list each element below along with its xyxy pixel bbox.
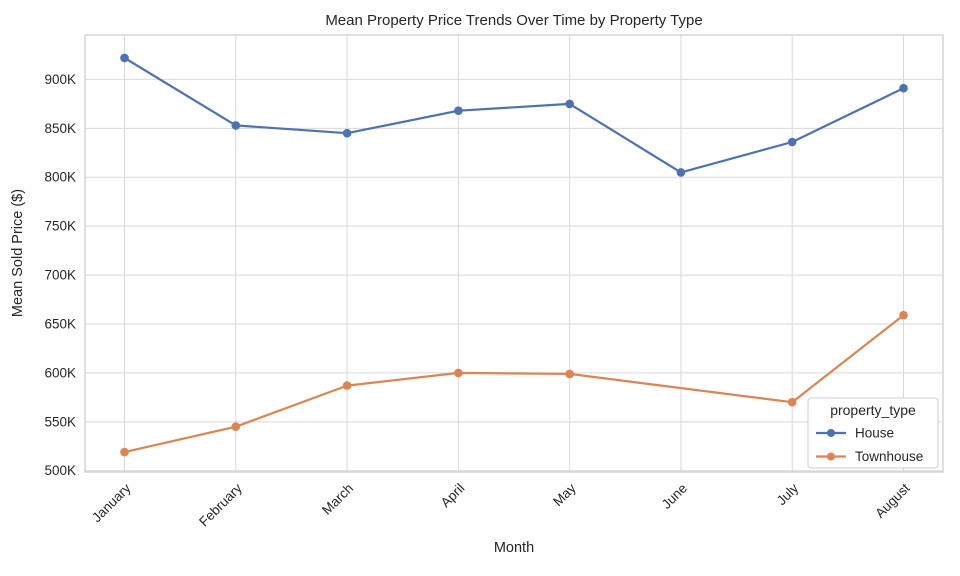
x-tick-label: May: [550, 480, 579, 509]
legend-box: [807, 397, 939, 469]
y-tick-label: 700K: [44, 268, 76, 283]
x-axis-label: Month: [494, 540, 534, 556]
x-tick-label: February: [196, 480, 245, 529]
data-point-townhouse: [120, 447, 129, 457]
legend-townhouse-marker-swatch: [827, 452, 835, 461]
data-point-townhouse: [565, 369, 574, 379]
data-series: [120, 53, 908, 457]
legend-entry-townhouse: Townhouse: [816, 449, 923, 464]
data-point-house: [565, 99, 574, 109]
data-point-house: [120, 53, 129, 63]
legend-entry-house: House: [816, 426, 894, 441]
y-tick-label: 800K: [44, 170, 76, 185]
chart-title: Mean Property Price Trends Over Time by …: [325, 12, 702, 29]
data-point-townhouse: [231, 422, 241, 432]
legend-house-label: House: [855, 426, 894, 441]
y-tick-label: 750K: [44, 219, 76, 234]
data-point-townhouse: [342, 381, 352, 390]
plot-frame: [84, 34, 944, 473]
grid-lines: [85, 35, 943, 472]
x-tick-label: June: [659, 481, 690, 512]
legend-house-marker-swatch: [827, 429, 835, 437]
x-tick-label: March: [319, 481, 356, 518]
data-point-house: [676, 168, 686, 177]
y-tick-label: 500K: [44, 463, 76, 478]
legend-townhouse-label: Townhouse: [855, 449, 923, 464]
data-point-house: [787, 137, 797, 147]
data-point-house: [342, 128, 352, 138]
y-tick-label: 600K: [44, 365, 76, 380]
data-point-house: [899, 83, 908, 93]
x-axis-ticks: January February March April May June July Augu…: [89, 480, 913, 529]
y-axis-ticks: 500K 550K 600K 650K 700K 750K 800K 850K 900K: [44, 72, 76, 478]
y-tick-label: 900K: [44, 72, 76, 87]
x-tick-label: July: [774, 480, 802, 508]
y-axis-label: Mean Sold Price ($): [10, 189, 26, 317]
y-tick-label: 550K: [44, 414, 76, 429]
x-tick-label: August: [872, 480, 913, 521]
series-line-townhouse: [123, 314, 905, 454]
data-point-house: [454, 106, 463, 115]
series-line-house: [123, 56, 905, 174]
data-point-house: [231, 121, 241, 130]
x-tick-label: January: [89, 480, 134, 525]
data-point-townhouse: [454, 368, 463, 378]
x-tick-label: April: [438, 481, 468, 511]
legend-title: property_type: [830, 402, 916, 418]
data-point-townhouse: [787, 397, 797, 407]
y-tick-label: 650K: [44, 316, 76, 331]
data-point-townhouse: [899, 310, 908, 320]
legend: property_type House Townhouse: [807, 397, 939, 469]
y-tick-label: 850K: [44, 121, 76, 136]
